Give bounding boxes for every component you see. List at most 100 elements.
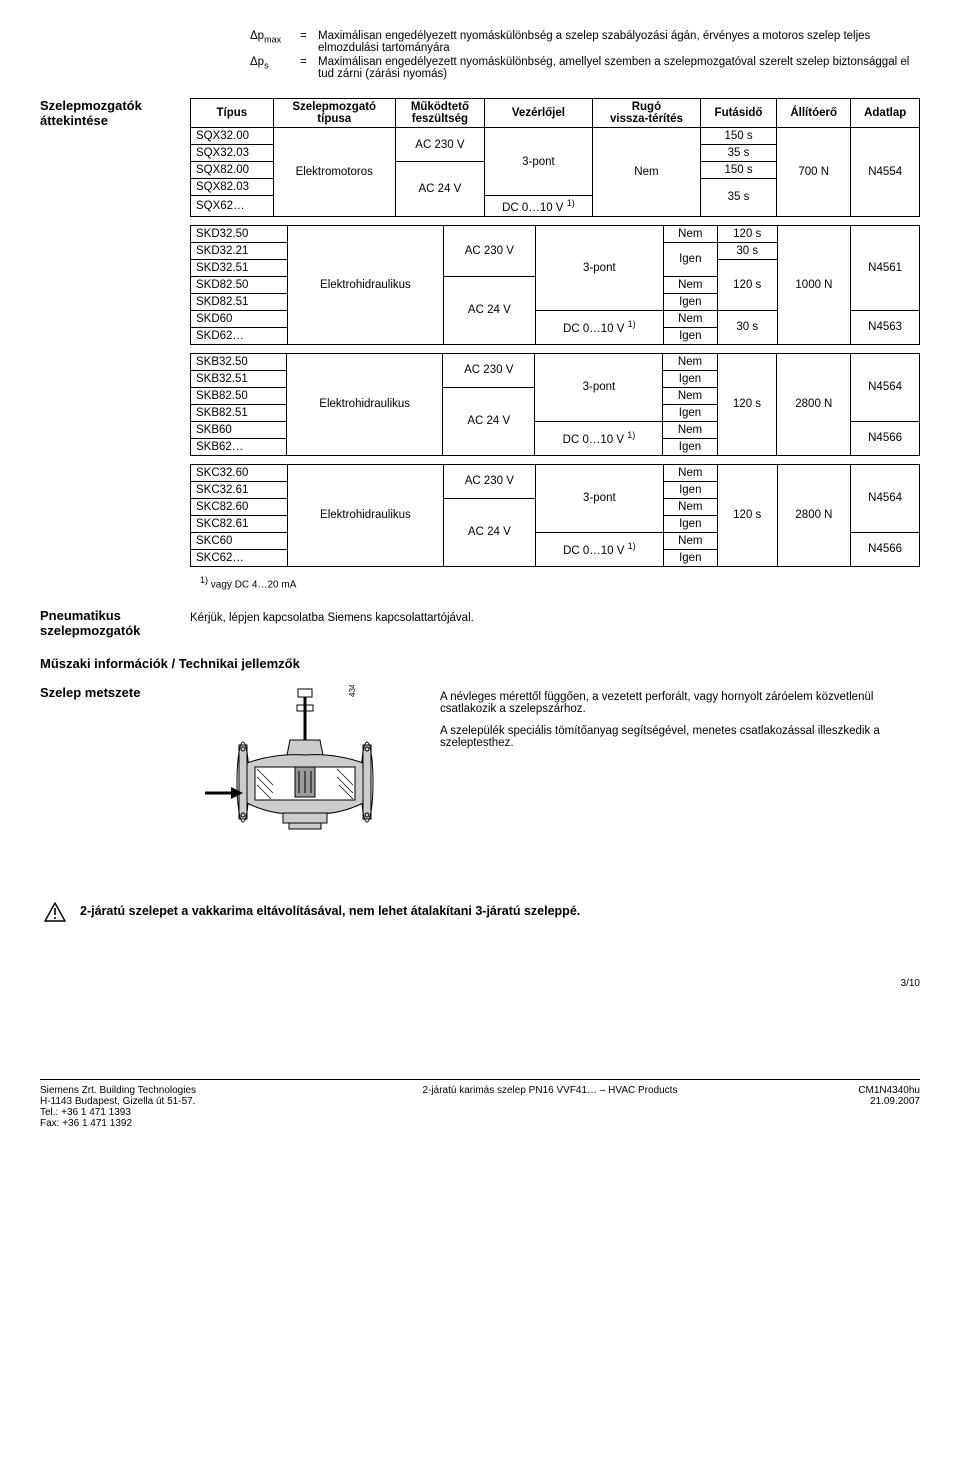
table-cell: SQX32.00	[191, 128, 274, 145]
footer-fax: Fax: +36 1 471 1392	[40, 1118, 300, 1129]
table-header: Rugóvissza-térítés	[592, 99, 700, 128]
footer-product: 2-járatú karimás szelep PN16 VVF41… – HV…	[300, 1085, 800, 1129]
table-cell: Nem	[663, 464, 717, 481]
table-cell: Igen	[663, 242, 717, 276]
table-cell: Igen	[663, 515, 717, 532]
footer-meta: CM1N4340hu 21.09.2007	[800, 1085, 920, 1129]
table-cell: SKC32.60	[191, 464, 288, 481]
footer-tel: Tel.: +36 1 471 1393	[40, 1107, 300, 1118]
table-cell: SKD32.50	[191, 225, 288, 242]
table-cell: N4566	[851, 421, 920, 455]
table-cell: Nem	[663, 532, 717, 549]
def-eq: =	[300, 30, 318, 54]
valve-desc-b: A szelepülék speciális tömítőanyag segít…	[440, 725, 920, 749]
table-cell: 30 s	[717, 310, 777, 344]
table-header: Működtetőfeszültség	[395, 99, 484, 128]
table-cell: 120 s	[717, 225, 777, 242]
table-sqx: TípusSzelepmozgatótípusaMűködtetőfeszült…	[190, 98, 920, 217]
table-cell: Igen	[663, 438, 717, 455]
table-cell: SQX82.03	[191, 179, 274, 196]
table-cell: SQX62…	[191, 196, 274, 217]
table-footnote: 1) vagy DC 4…20 mA	[200, 575, 920, 590]
table-cell: SKD62…	[191, 327, 288, 344]
overview-tables: TípusSzelepmozgatótípusaMűködtetőfeszült…	[190, 98, 920, 598]
table-cell: 3-pont	[535, 464, 663, 532]
table-cell: Nem	[663, 310, 717, 327]
warning-icon	[40, 902, 70, 928]
table-skb: SKB32.50ElektrohidraulikusAC 230 V3-pont…	[190, 353, 920, 456]
def-text: Maximálisan engedélyezett nyomáskülönbsé…	[318, 30, 920, 54]
table-cell: SKC82.60	[191, 498, 288, 515]
table-cell: 120 s	[717, 353, 777, 455]
valve-desc-a: A névleges mérettől függően, a vezetett …	[440, 691, 920, 715]
table-cell: SKB62…	[191, 438, 287, 455]
table-header: Állítóerő	[777, 99, 851, 128]
table-cell: N4563	[851, 310, 920, 344]
footer-code: CM1N4340hu	[800, 1085, 920, 1096]
table-cell: SKC62…	[191, 549, 288, 566]
def-symbol: Δps	[250, 56, 300, 80]
table-cell: 700 N	[777, 128, 851, 217]
pneumatic-section: Pneumatikus szelepmozgatók Kérjük, lépje…	[40, 608, 920, 638]
table-cell: SKD32.51	[191, 259, 288, 276]
table-cell: SKB32.50	[191, 353, 287, 370]
table-cell: AC 230 V	[443, 464, 535, 498]
table-cell: SQX32.03	[191, 145, 274, 162]
table-cell: SKB32.51	[191, 370, 287, 387]
table-cell: Elektrohidraulikus	[288, 225, 444, 344]
table-cell: N4561	[851, 225, 920, 310]
table-cell: 120 s	[717, 259, 777, 310]
def-symbol: Δpmax	[250, 30, 300, 54]
table-cell: SKD32.21	[191, 242, 288, 259]
table-cell: 150 s	[701, 162, 777, 179]
definitions-block: Δpmax=Maximálisan engedélyezett nyomáskü…	[250, 30, 920, 80]
table-cell: 2800 N	[777, 353, 851, 455]
table-cell: Igen	[663, 370, 717, 387]
table-cell: 3-pont	[535, 225, 663, 310]
table-cell: SKB82.50	[191, 387, 287, 404]
table-cell: Nem	[592, 128, 700, 217]
footer-company-name: Siemens Zrt. Building Technologies	[40, 1085, 300, 1096]
table-cell: Nem	[663, 387, 717, 404]
table-cell: SKC82.61	[191, 515, 288, 532]
table-cell: 150 s	[701, 128, 777, 145]
table-cell: AC 230 V	[443, 225, 535, 276]
table-cell: Nem	[663, 498, 717, 515]
table-cell: AC 230 V	[443, 353, 535, 387]
table-cell: DC 0…10 V 1)	[535, 532, 663, 566]
table-cell: N4554	[851, 128, 920, 217]
table-cell: Elektrohidraulikus	[288, 464, 444, 566]
footer-addr: H-1143 Budapest, Gizella út 51-57.	[40, 1096, 300, 1107]
overview-label: Szelepmozgatók áttekintése	[40, 98, 190, 598]
table-skd: SKD32.50ElektrohidraulikusAC 230 V3-pont…	[190, 225, 920, 345]
valve-svg-id: 4340Z02	[348, 685, 357, 697]
table-header: Futásidő	[701, 99, 777, 128]
table-cell: 1000 N	[777, 225, 851, 344]
table-cell: 30 s	[717, 242, 777, 259]
tech-heading: Műszaki információk / Technikai jellemző…	[40, 656, 920, 671]
table-cell: DC 0…10 V 1)	[535, 310, 663, 344]
table-cell: 120 s	[717, 464, 777, 566]
table-cell: Elektrohidraulikus	[287, 353, 443, 455]
valve-section: Szelep metszete 4340Z02	[40, 685, 920, 868]
overview-section: Szelepmozgatók áttekintése TípusSzelepmo…	[40, 98, 920, 598]
table-skc: SKC32.60ElektrohidraulikusAC 230 V3-pont…	[190, 464, 920, 567]
table-cell: 35 s	[701, 179, 777, 217]
table-cell: Igen	[663, 549, 717, 566]
table-cell: 2800 N	[777, 464, 851, 566]
table-cell: N4564	[851, 353, 920, 421]
table-cell: N4564	[851, 464, 920, 532]
table-cell: Igen	[663, 327, 717, 344]
table-header: Szelepmozgatótípusa	[273, 99, 395, 128]
warning-block: 2-járatú szelepet a vakkarima eltávolítá…	[40, 902, 920, 928]
def-eq: =	[300, 56, 318, 80]
table-cell: DC 0…10 V 1)	[535, 421, 663, 455]
table-cell: AC 230 V	[395, 128, 484, 162]
table-header: Vezérlőjel	[485, 99, 593, 128]
table-cell: SKD82.51	[191, 293, 288, 310]
table-cell: Nem	[663, 421, 717, 438]
table-cell: Nem	[663, 353, 717, 370]
table-cell: Igen	[663, 404, 717, 421]
table-cell: SKC32.61	[191, 481, 288, 498]
table-cell: SKD60	[191, 310, 288, 327]
